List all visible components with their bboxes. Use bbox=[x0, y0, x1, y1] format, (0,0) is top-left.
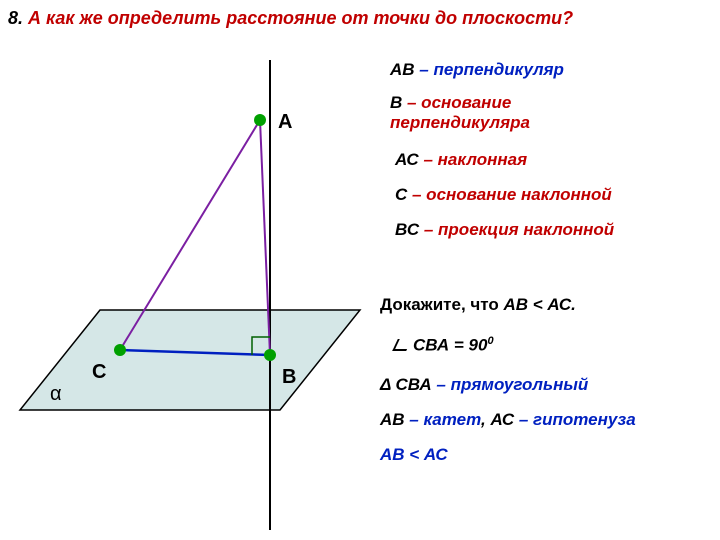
text: СВА = 90 bbox=[413, 336, 487, 355]
proof-line-3: АВ < АС bbox=[380, 445, 448, 465]
page-title: 8. А как же определить расстояние от точ… bbox=[8, 8, 573, 29]
definition-4: ВС – проекция наклонной bbox=[395, 220, 614, 240]
proof-prompt: Докажите, что АВ < АС. bbox=[380, 295, 576, 315]
prompt-pre: Докажите, что bbox=[380, 295, 503, 314]
part-4: – гипотенуза bbox=[514, 410, 636, 429]
desc: – основание наклонной bbox=[407, 185, 612, 204]
svg-text:α: α bbox=[50, 383, 62, 405]
sup: 0 bbox=[487, 335, 493, 347]
definition-3: С – основание наклонной bbox=[395, 185, 612, 205]
proof-line-2: АВ – катет, АС – гипотенуза bbox=[380, 410, 636, 430]
svg-text:B: B bbox=[282, 366, 296, 388]
term: В bbox=[390, 93, 402, 112]
part-3: АС bbox=[490, 410, 514, 429]
proof-line-1: Δ СВА – прямоугольный bbox=[380, 375, 588, 395]
desc: – проекция наклонной bbox=[419, 220, 614, 239]
part-1: – катет bbox=[405, 410, 481, 429]
proof-line-0: СВА = 900 bbox=[395, 335, 494, 356]
desc: – основание bbox=[402, 93, 511, 112]
prompt-em: АВ < АС. bbox=[503, 295, 575, 314]
title-num: 8. bbox=[8, 8, 28, 28]
desc2: перпендикуляра bbox=[390, 113, 530, 132]
term: АВ bbox=[390, 60, 415, 79]
svg-text:C: C bbox=[92, 361, 106, 383]
angle-icon bbox=[392, 339, 412, 351]
term: ВС bbox=[395, 220, 419, 239]
desc: – прямоугольный bbox=[432, 375, 589, 394]
geometry-diagram: A B Cα bbox=[10, 60, 370, 530]
part-0: АВ bbox=[380, 410, 405, 429]
title-text: А как же определить расстояние от точки … bbox=[28, 8, 573, 28]
definition-0: АВ – перпендикуляр bbox=[390, 60, 564, 80]
text: АВ < АС bbox=[380, 445, 448, 464]
pre: Δ СВА bbox=[380, 375, 432, 394]
definition-1: В – основаниеперпендикуляра bbox=[390, 93, 530, 133]
definition-2: АС – наклонная bbox=[395, 150, 527, 170]
term: С bbox=[395, 185, 407, 204]
term: АС bbox=[395, 150, 419, 169]
svg-text:A: A bbox=[278, 111, 292, 133]
diagram-svg: A B Cα bbox=[10, 60, 370, 530]
desc: – наклонная bbox=[419, 150, 527, 169]
desc: – перпендикуляр bbox=[415, 60, 564, 79]
